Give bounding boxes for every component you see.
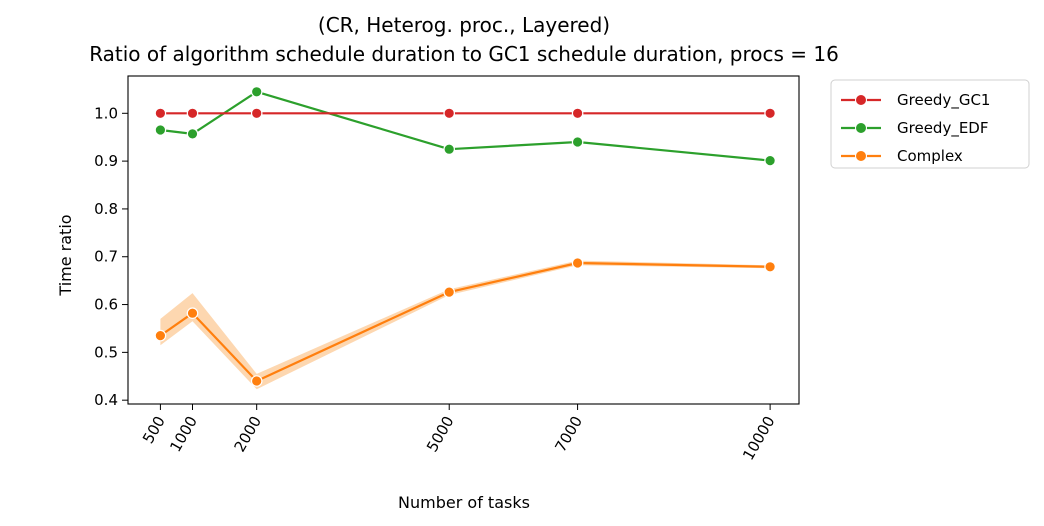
data-point xyxy=(764,260,776,273)
data-point xyxy=(186,307,199,319)
legend-label: Greedy_GC1 xyxy=(897,91,990,110)
data-point xyxy=(186,107,199,120)
data-point xyxy=(764,107,776,120)
legend-label: Greedy_EDF xyxy=(897,119,988,138)
chart-title: (CR, Heterog. proc., Layered) xyxy=(318,13,610,37)
plot-frame xyxy=(127,75,800,405)
data-point xyxy=(443,286,455,298)
data-point xyxy=(571,107,584,120)
y-tick-label: 0.4 xyxy=(94,391,118,409)
data-point xyxy=(186,128,199,140)
data-point xyxy=(250,375,263,387)
x-axis-label: Number of tasks xyxy=(398,493,530,512)
data-point xyxy=(250,86,263,98)
legend-box xyxy=(830,79,1030,169)
y-tick-label: 0.9 xyxy=(94,152,118,170)
legend-label: Complex xyxy=(897,147,963,165)
y-tick-label: 0.7 xyxy=(94,248,118,266)
data-point xyxy=(154,107,167,120)
x-tick-label: 500 xyxy=(139,413,169,447)
legend-marker xyxy=(855,94,867,106)
y-tick-label: 0.8 xyxy=(94,200,118,218)
data-point xyxy=(571,136,584,148)
data-point xyxy=(250,107,263,120)
y-tick-label: 1.0 xyxy=(94,104,118,122)
data-point xyxy=(764,154,776,167)
data-point xyxy=(154,124,167,136)
confidence-band xyxy=(160,260,771,390)
y-tick-label: 0.5 xyxy=(94,343,118,361)
y-tick-label: 0.6 xyxy=(94,296,118,314)
legend-marker xyxy=(855,122,867,134)
data-point xyxy=(154,329,167,342)
x-tick-label: 2000 xyxy=(230,413,265,455)
series-line xyxy=(159,90,772,162)
x-tick-label: 1000 xyxy=(166,413,201,455)
data-point xyxy=(571,257,584,269)
data-point xyxy=(443,143,455,155)
series-line xyxy=(159,261,772,383)
legend: Greedy_GC1 Greedy_EDF Complex xyxy=(830,79,1030,169)
legend-marker xyxy=(855,150,867,162)
y-axis-label: Time ratio xyxy=(56,214,75,296)
x-tick-label: 7000 xyxy=(551,413,586,455)
x-tick-label: 5000 xyxy=(423,413,458,455)
x-tick-label: 10000 xyxy=(739,413,778,463)
chart-subtitle: Ratio of algorithm schedule duration to … xyxy=(89,42,839,66)
data-point xyxy=(443,107,455,120)
